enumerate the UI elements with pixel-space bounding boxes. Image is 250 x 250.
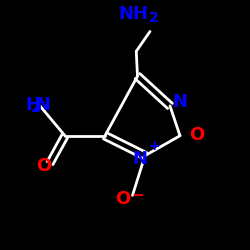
Text: O: O xyxy=(189,126,204,144)
Text: N: N xyxy=(35,96,50,114)
Text: NH: NH xyxy=(119,5,149,23)
Text: H: H xyxy=(25,96,40,114)
Text: O: O xyxy=(115,190,130,208)
Text: O: O xyxy=(36,157,52,175)
Text: 2: 2 xyxy=(31,101,41,115)
Text: N: N xyxy=(132,150,148,168)
Text: +: + xyxy=(148,139,160,153)
Text: 2: 2 xyxy=(149,11,158,25)
Text: −: − xyxy=(131,188,144,203)
Text: N: N xyxy=(172,93,188,111)
